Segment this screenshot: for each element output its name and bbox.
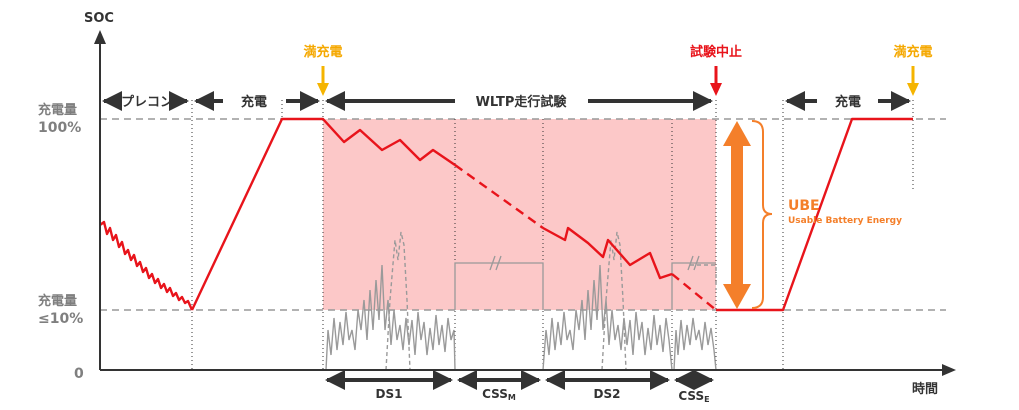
y-100-label-line2: 100% bbox=[38, 120, 81, 136]
x-axis-label: 時間 bbox=[912, 381, 938, 397]
test-stop-arrow bbox=[710, 66, 722, 96]
segment-cssm-label: CSSM bbox=[482, 387, 516, 402]
full-charge-arrow-1 bbox=[317, 66, 329, 96]
test-stop-label: 試験中止 bbox=[690, 44, 742, 60]
phase-precon-label: プレコン bbox=[121, 95, 173, 110]
wltp-test-area bbox=[323, 119, 716, 310]
segment-cssm-sub: M bbox=[508, 393, 516, 402]
y-10-label-line1: 充電量 bbox=[38, 293, 77, 309]
ube-arrow bbox=[723, 121, 751, 309]
y-zero-label: 0 bbox=[74, 366, 84, 382]
ube-brace bbox=[751, 120, 773, 309]
ube-full-label: Usable Battery Energy bbox=[788, 216, 902, 226]
drive-cycle-trace-ds2 bbox=[542, 231, 673, 371]
drive-cycle-trace-ds1 bbox=[325, 231, 456, 371]
full-charge-2-label: 満充電 bbox=[893, 44, 932, 60]
segment-ds1-label: DS1 bbox=[376, 387, 403, 401]
full-charge-arrow-2 bbox=[907, 66, 919, 96]
y-100-label-line1: 充電量 bbox=[38, 102, 77, 118]
y-10-label-line2: ≤10% bbox=[38, 311, 83, 327]
y-axis-label: SOC bbox=[84, 11, 114, 26]
csse-trace bbox=[673, 264, 717, 371]
segment-cssm-main: CSS bbox=[482, 387, 508, 401]
phase-wltp-label: WLTP走行試験 bbox=[476, 94, 568, 110]
soc-line bbox=[99, 117, 913, 312]
segment-csse-label: CSSE bbox=[678, 389, 709, 404]
segment-ds2-label: DS2 bbox=[594, 387, 621, 401]
segment-csse-sub: E bbox=[704, 395, 709, 404]
phase-separators bbox=[191, 100, 914, 370]
phase-charge1-label: 充電 bbox=[241, 94, 267, 110]
segment-csse-main: CSS bbox=[678, 389, 704, 403]
csse-break-indicator bbox=[671, 255, 716, 310]
cssm-break-indicator bbox=[454, 255, 544, 310]
phase-charge2-label: 充電 bbox=[835, 94, 861, 110]
full-charge-1-label: 満充電 bbox=[303, 44, 342, 60]
ube-abbr-label: UBE bbox=[788, 198, 820, 214]
